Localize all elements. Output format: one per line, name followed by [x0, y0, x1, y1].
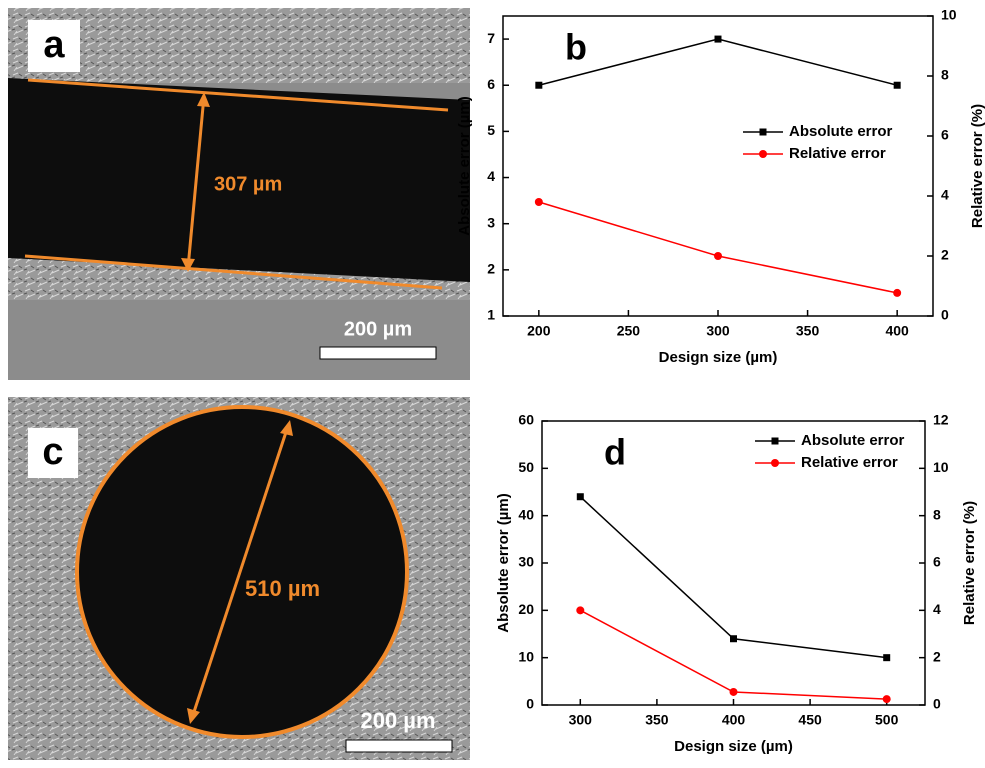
y2-tick-label: 0	[933, 696, 941, 712]
y-tick-label: 40	[518, 506, 534, 522]
x-tick-label: 400	[722, 712, 746, 728]
image-panel-c: c 510 µm 200 µm	[8, 397, 470, 760]
legend-marker	[771, 459, 779, 467]
measurement: 510 µm	[245, 576, 320, 601]
y2-tick-label: 8	[933, 506, 941, 522]
y-tick-label: 20	[518, 601, 534, 617]
x-tick-label: 200	[527, 323, 551, 339]
legend-marker	[772, 438, 779, 445]
panel-label: a	[43, 24, 65, 66]
y-tick-label: 7	[487, 30, 495, 46]
x-tick-label: 300	[706, 323, 730, 339]
panel-label: d	[604, 432, 626, 473]
scale-bar-label: 200 µm	[360, 708, 435, 733]
marker	[535, 82, 542, 89]
x-tick-label: 500	[875, 712, 899, 728]
series-line	[580, 610, 886, 699]
series-line	[580, 497, 886, 658]
y-tick-label: 5	[487, 122, 495, 138]
hole	[77, 407, 407, 737]
y2-axis-label: Relative error (%)	[961, 501, 978, 625]
x-tick-label: 350	[796, 323, 820, 339]
image-panel-a: a 307 µm 200 µm	[8, 8, 470, 380]
page: a 307 µm 200 µm c 510 µm 200 µm 20025030…	[0, 0, 985, 768]
marker	[535, 198, 543, 206]
y2-tick-label: 4	[933, 601, 941, 617]
legend-label: Relative error	[801, 454, 898, 471]
x-tick-label: 400	[885, 323, 909, 339]
scale-bar-label: 200 µm	[344, 318, 412, 340]
measurement: 307 µm	[214, 173, 282, 195]
y2-tick-label: 8	[941, 67, 949, 83]
y-tick-label: 60	[518, 412, 534, 428]
marker	[714, 252, 722, 260]
legend-marker	[760, 129, 767, 136]
y2-tick-label: 10	[933, 459, 949, 475]
marker	[576, 606, 584, 614]
marker	[730, 635, 737, 642]
y-tick-label: 4	[487, 168, 495, 184]
scale-bar	[346, 740, 452, 752]
panel-label: c	[42, 431, 63, 473]
legend-marker	[759, 150, 767, 158]
y-tick-label: 2	[487, 261, 495, 277]
x-tick-label: 250	[617, 323, 641, 339]
y2-tick-label: 2	[933, 648, 941, 664]
y-tick-label: 3	[487, 214, 495, 230]
marker	[893, 289, 901, 297]
y2-tick-label: 4	[941, 187, 949, 203]
y2-tick-label: 2	[941, 247, 949, 263]
marker	[730, 688, 738, 696]
chart: 300 350 400 450 500 0 10 20 30 40 50 60 0 2 4 6 8 10 12 Des…	[495, 412, 978, 755]
y2-tick-label: 6	[941, 127, 949, 143]
x-tick-label: 450	[798, 712, 822, 728]
marker	[577, 493, 584, 500]
y2-axis-label: Relative error (%)	[969, 104, 985, 228]
y-tick-label: 10	[518, 648, 534, 664]
marker	[883, 654, 890, 661]
marker	[715, 36, 722, 43]
figure: a 307 µm 200 µm c 510 µm 200 µm 20025030…	[0, 0, 985, 763]
y-tick-label: 6	[487, 76, 495, 92]
y2-tick-label: 10	[941, 7, 957, 23]
y-tick-label: 30	[518, 554, 534, 570]
x-tick-label: 300	[569, 712, 593, 728]
legend-label: Absolute error	[801, 432, 905, 449]
series-line	[539, 202, 897, 293]
scale-bar	[320, 347, 436, 359]
x-axis-label: Design size (µm)	[659, 349, 778, 366]
legend-label: Absolute error	[789, 123, 893, 140]
legend-label: Relative error	[789, 145, 886, 162]
y-axis-label: Absolute error (µm)	[456, 96, 473, 236]
marker	[894, 82, 901, 89]
x-axis-label: Design size (µm)	[674, 738, 793, 755]
y2-tick-label: 6	[933, 554, 941, 570]
panel-label: b	[565, 27, 587, 68]
y-axis-label: Absolute error (µm)	[495, 493, 512, 633]
y2-tick-label: 0	[941, 307, 949, 323]
y2-tick-label: 12	[933, 412, 949, 428]
chart: 200 250 300 350 400 1 2 3 4 5 6 7 0 2 4 6 8 10 Design size…	[456, 7, 985, 366]
marker	[883, 695, 891, 703]
y-tick-label: 0	[526, 696, 534, 712]
series-line	[539, 39, 897, 85]
y-tick-label: 1	[487, 307, 495, 323]
x-tick-label: 350	[645, 712, 669, 728]
y-tick-label: 50	[518, 459, 534, 475]
